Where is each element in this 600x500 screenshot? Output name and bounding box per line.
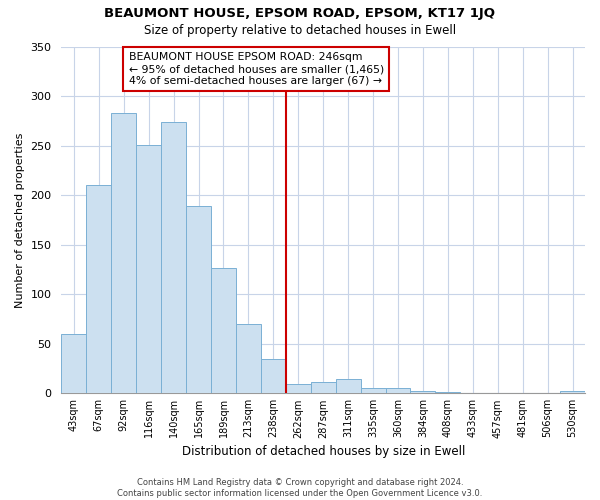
X-axis label: Distribution of detached houses by size in Ewell: Distribution of detached houses by size … [182,444,465,458]
Bar [111,113,136,394]
Bar [236,324,261,394]
Text: BEAUMONT HOUSE, EPSOM ROAD, EPSOM, KT17 1JQ: BEAUMONT HOUSE, EPSOM ROAD, EPSOM, KT17 … [104,8,496,20]
Text: Contains HM Land Registry data © Crown copyright and database right 2024.
Contai: Contains HM Land Registry data © Crown c… [118,478,482,498]
Bar [560,392,585,394]
Bar [86,185,111,394]
Bar [136,144,161,394]
Text: BEAUMONT HOUSE EPSOM ROAD: 246sqm
← 95% of detached houses are smaller (1,465)
4: BEAUMONT HOUSE EPSOM ROAD: 246sqm ← 95% … [129,52,384,86]
Y-axis label: Number of detached properties: Number of detached properties [15,132,25,308]
Bar [311,382,335,394]
Text: Size of property relative to detached houses in Ewell: Size of property relative to detached ho… [144,24,456,37]
Bar [410,392,436,394]
Bar [286,384,311,394]
Bar [436,392,460,394]
Bar [211,268,236,394]
Bar [386,388,410,394]
Bar [261,358,286,394]
Bar [361,388,386,394]
Bar [335,380,361,394]
Bar [161,122,186,394]
Bar [186,206,211,394]
Bar [61,334,86,394]
